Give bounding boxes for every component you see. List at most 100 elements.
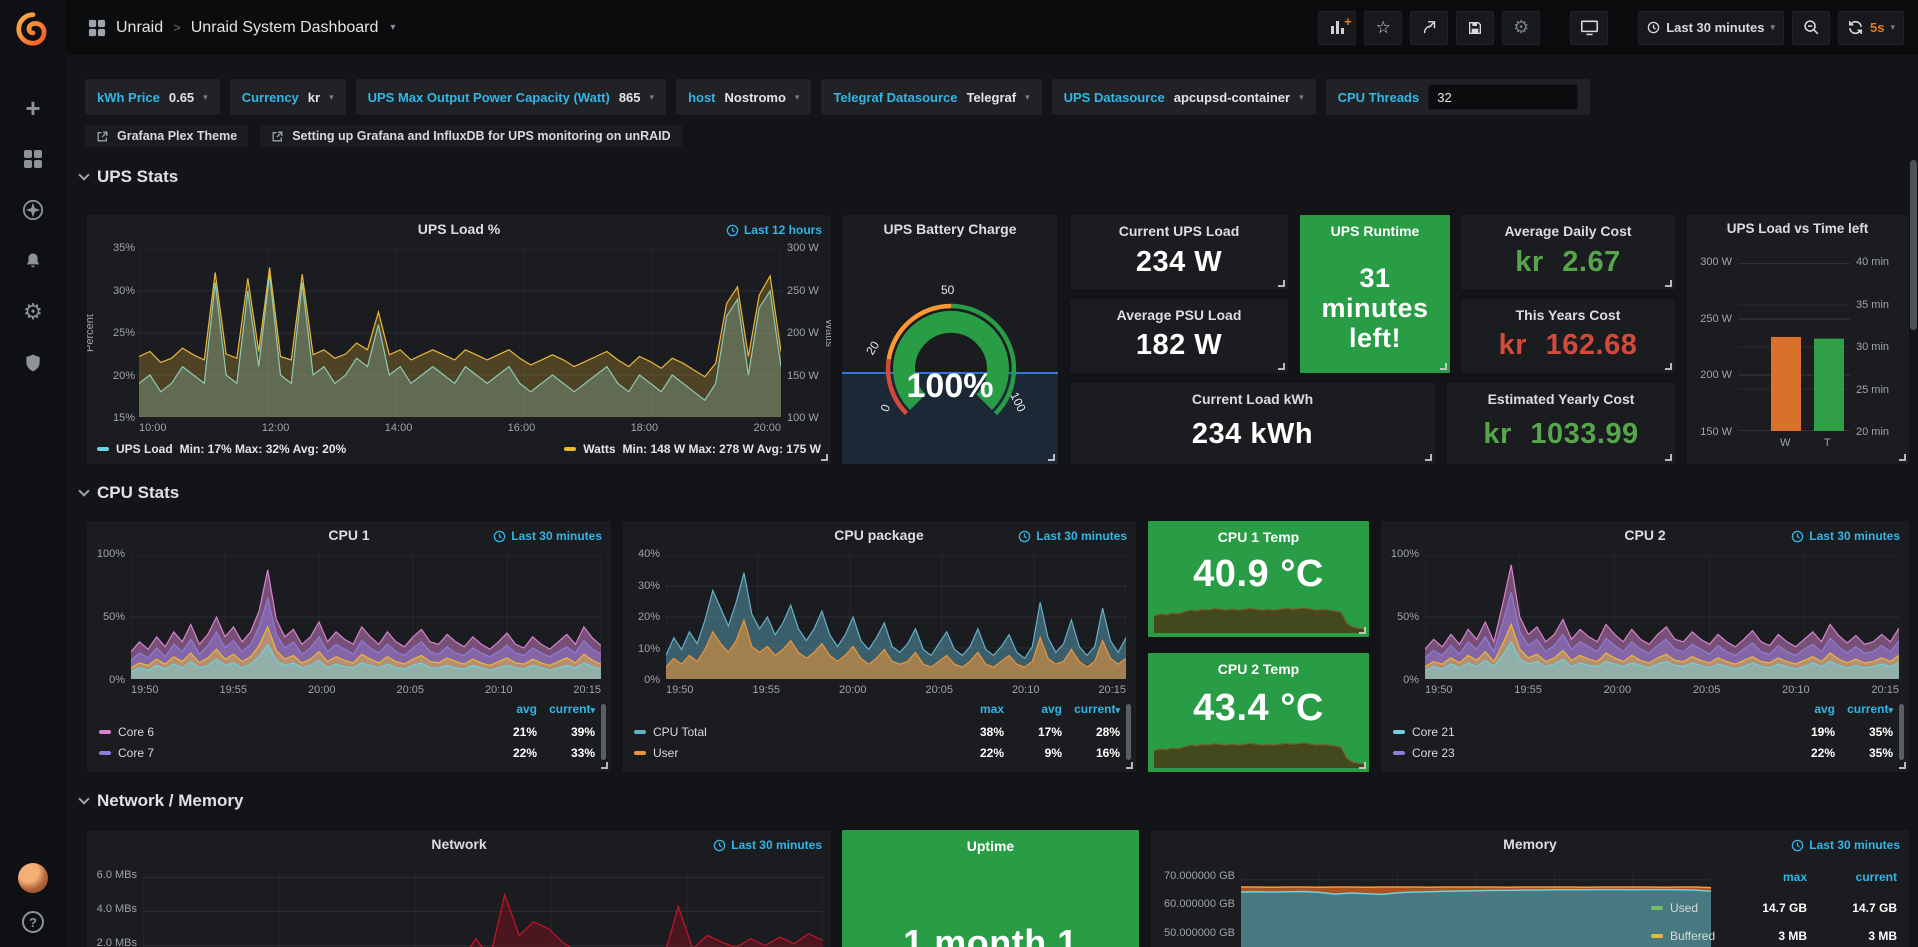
alerting-bell-icon[interactable] xyxy=(21,249,45,273)
dashboard-settings-button[interactable]: ⚙ xyxy=(1502,10,1541,45)
panel-resize-handle[interactable] xyxy=(1440,363,1447,370)
panel-title[interactable]: CPU package xyxy=(834,527,924,543)
panel-title[interactable]: Average Daily Cost xyxy=(1504,223,1632,239)
legend-col-current[interactable]: current▾ xyxy=(1074,702,1120,716)
create-plus-icon[interactable]: + xyxy=(25,92,41,123)
dashboards-icon[interactable] xyxy=(21,147,45,171)
link-ups-monitoring-guide[interactable]: Setting up Grafana and InfluxDB for UPS … xyxy=(260,125,682,147)
kiosk-mode-button[interactable] xyxy=(1570,10,1609,45)
panel-resize-handle[interactable] xyxy=(1425,454,1432,461)
legend-series-core21[interactable]: Core 21 xyxy=(1393,725,1777,739)
panel-title[interactable]: CPU 2 xyxy=(1624,527,1666,543)
section-cpu-stats[interactable]: CPU Stats xyxy=(78,483,179,503)
grafana-logo[interactable] xyxy=(14,10,52,48)
panel-title[interactable]: Current Load kWh xyxy=(1191,391,1314,407)
panel-resize-handle[interactable] xyxy=(1665,363,1672,370)
panel-title[interactable]: CPU 2 Temp xyxy=(1217,661,1300,677)
variable-ups-max-output[interactable]: UPS Max Output Power Capacity (Watt) 865… xyxy=(355,79,667,115)
star-dashboard-button[interactable]: ☆ xyxy=(1364,10,1403,45)
legend-series-core23[interactable]: Core 23 xyxy=(1393,746,1777,760)
legend-series-buffered[interactable]: Buffered xyxy=(1651,929,1727,943)
panel-title[interactable]: CPU 1 Temp xyxy=(1217,529,1300,545)
panel-title[interactable]: UPS Runtime xyxy=(1330,223,1420,239)
cpu-threads-input[interactable] xyxy=(1428,84,1579,110)
panel-resize-handle[interactable] xyxy=(1899,762,1906,769)
legend-col-max[interactable]: max xyxy=(1782,870,1807,884)
cpu-package-chart[interactable] xyxy=(666,555,1126,679)
time-range-picker[interactable]: Last 30 minutes ▾ xyxy=(1638,10,1784,45)
legend-item-ups-load[interactable]: UPS Load Min: 17% Max: 32% Avg: 20% xyxy=(97,442,346,456)
refresh-interval[interactable]: 5s xyxy=(1870,20,1885,35)
legend-scrollbar[interactable] xyxy=(601,704,606,760)
panel-title[interactable]: UPS Load vs Time left xyxy=(1726,221,1869,236)
network-chart[interactable] xyxy=(143,874,823,947)
server-admin-shield-icon[interactable] xyxy=(21,351,45,375)
add-panel-button[interactable]: + xyxy=(1318,10,1357,45)
share-dashboard-button[interactable] xyxy=(1410,10,1449,45)
legend-series-core6[interactable]: Core 6 xyxy=(99,725,479,739)
cpu2-chart[interactable] xyxy=(1425,555,1899,679)
panel-title[interactable]: This Years Cost xyxy=(1515,307,1621,323)
ups-load-chart[interactable] xyxy=(139,249,781,417)
panel-resize-handle[interactable] xyxy=(1278,280,1285,287)
dashboard-title[interactable]: Unraid System Dashboard xyxy=(190,18,379,36)
panel-resize-handle[interactable] xyxy=(1359,627,1366,634)
load-vs-time-bars[interactable] xyxy=(1738,263,1850,431)
variable-currency[interactable]: Currency kr ▾ xyxy=(229,79,346,115)
legend-item-watts[interactable]: Watts Min: 148 W Max: 278 W Avg: 175 W xyxy=(564,442,821,456)
panel-title[interactable]: CPU 1 xyxy=(328,527,370,543)
panel-resize-handle[interactable] xyxy=(1278,363,1285,370)
legend-col-avg[interactable]: avg xyxy=(1814,702,1835,716)
zoom-out-button[interactable] xyxy=(1792,10,1830,45)
variable-telegraf-datasource[interactable]: Telegraf Datasource Telegraf ▾ xyxy=(821,79,1042,115)
panel-title[interactable]: UPS Battery Charge xyxy=(883,221,1017,237)
link-grafana-plex-theme[interactable]: Grafana Plex Theme xyxy=(85,125,249,147)
panel-resize-handle[interactable] xyxy=(1048,454,1055,461)
panel-title[interactable]: Memory xyxy=(1503,836,1557,852)
panel-resize-handle[interactable] xyxy=(1359,762,1366,769)
legend-col-avg[interactable]: avg xyxy=(516,702,537,716)
refresh-button[interactable]: 5s ▾ xyxy=(1838,10,1904,45)
panel-title[interactable]: Uptime xyxy=(966,838,1015,854)
page-scrollbar[interactable] xyxy=(1910,160,1917,330)
explore-compass-icon[interactable] xyxy=(21,198,45,222)
cpu1-chart[interactable] xyxy=(131,555,601,679)
panel-time-range[interactable]: Last 30 minutes xyxy=(1791,838,1900,852)
legend-col-current[interactable]: current▾ xyxy=(1847,702,1893,716)
battery-gauge[interactable] xyxy=(842,215,1059,465)
panel-title[interactable]: Current UPS Load xyxy=(1118,223,1240,239)
panel-time-range[interactable]: Last 12 hours xyxy=(726,223,822,237)
section-ups-stats[interactable]: UPS Stats xyxy=(78,167,178,187)
save-dashboard-button[interactable] xyxy=(1456,10,1495,45)
configuration-gear-icon[interactable]: ⚙ xyxy=(23,299,43,324)
panel-resize-handle[interactable] xyxy=(1665,454,1672,461)
memory-chart[interactable] xyxy=(1241,874,1711,947)
panel-title[interactable]: Average PSU Load xyxy=(1116,307,1242,323)
panel-resize-handle[interactable] xyxy=(1665,280,1672,287)
panel-resize-handle[interactable] xyxy=(821,454,828,461)
panel-title[interactable]: Network xyxy=(431,836,487,852)
panel-title[interactable]: UPS Load % xyxy=(417,221,501,237)
variable-host[interactable]: host Nostromo ▾ xyxy=(676,79,812,115)
variable-ups-datasource[interactable]: UPS Datasource apcupsd-container ▾ xyxy=(1051,79,1316,115)
variable-kwh-price[interactable]: kWh Price 0.65 ▾ xyxy=(85,79,220,115)
legend-col-current[interactable]: current xyxy=(1855,870,1897,884)
panel-title[interactable]: Estimated Yearly Cost xyxy=(1487,391,1635,407)
panel-resize-handle[interactable] xyxy=(1899,454,1906,461)
panel-resize-handle[interactable] xyxy=(601,762,608,769)
legend-col-current[interactable]: current▾ xyxy=(549,702,595,716)
panel-time-range[interactable]: Last 30 minutes xyxy=(1791,529,1900,543)
legend-scrollbar[interactable] xyxy=(1126,704,1131,760)
legend-series-core7[interactable]: Core 7 xyxy=(99,746,479,760)
panel-resize-handle[interactable] xyxy=(1126,762,1133,769)
dashboard-grid-icon[interactable] xyxy=(88,19,106,37)
panel-time-range[interactable]: Last 30 minutes xyxy=(1018,529,1127,543)
legend-scrollbar[interactable] xyxy=(1899,704,1904,760)
legend-col-max[interactable]: max xyxy=(979,702,1004,716)
user-avatar[interactable] xyxy=(18,863,48,893)
help-icon[interactable]: ? xyxy=(22,911,44,933)
legend-series-used[interactable]: Used xyxy=(1651,901,1727,915)
title-caret-icon[interactable]: ▾ xyxy=(390,22,396,33)
panel-time-range[interactable]: Last 30 minutes xyxy=(713,838,822,852)
legend-col-avg[interactable]: avg xyxy=(1041,702,1062,716)
